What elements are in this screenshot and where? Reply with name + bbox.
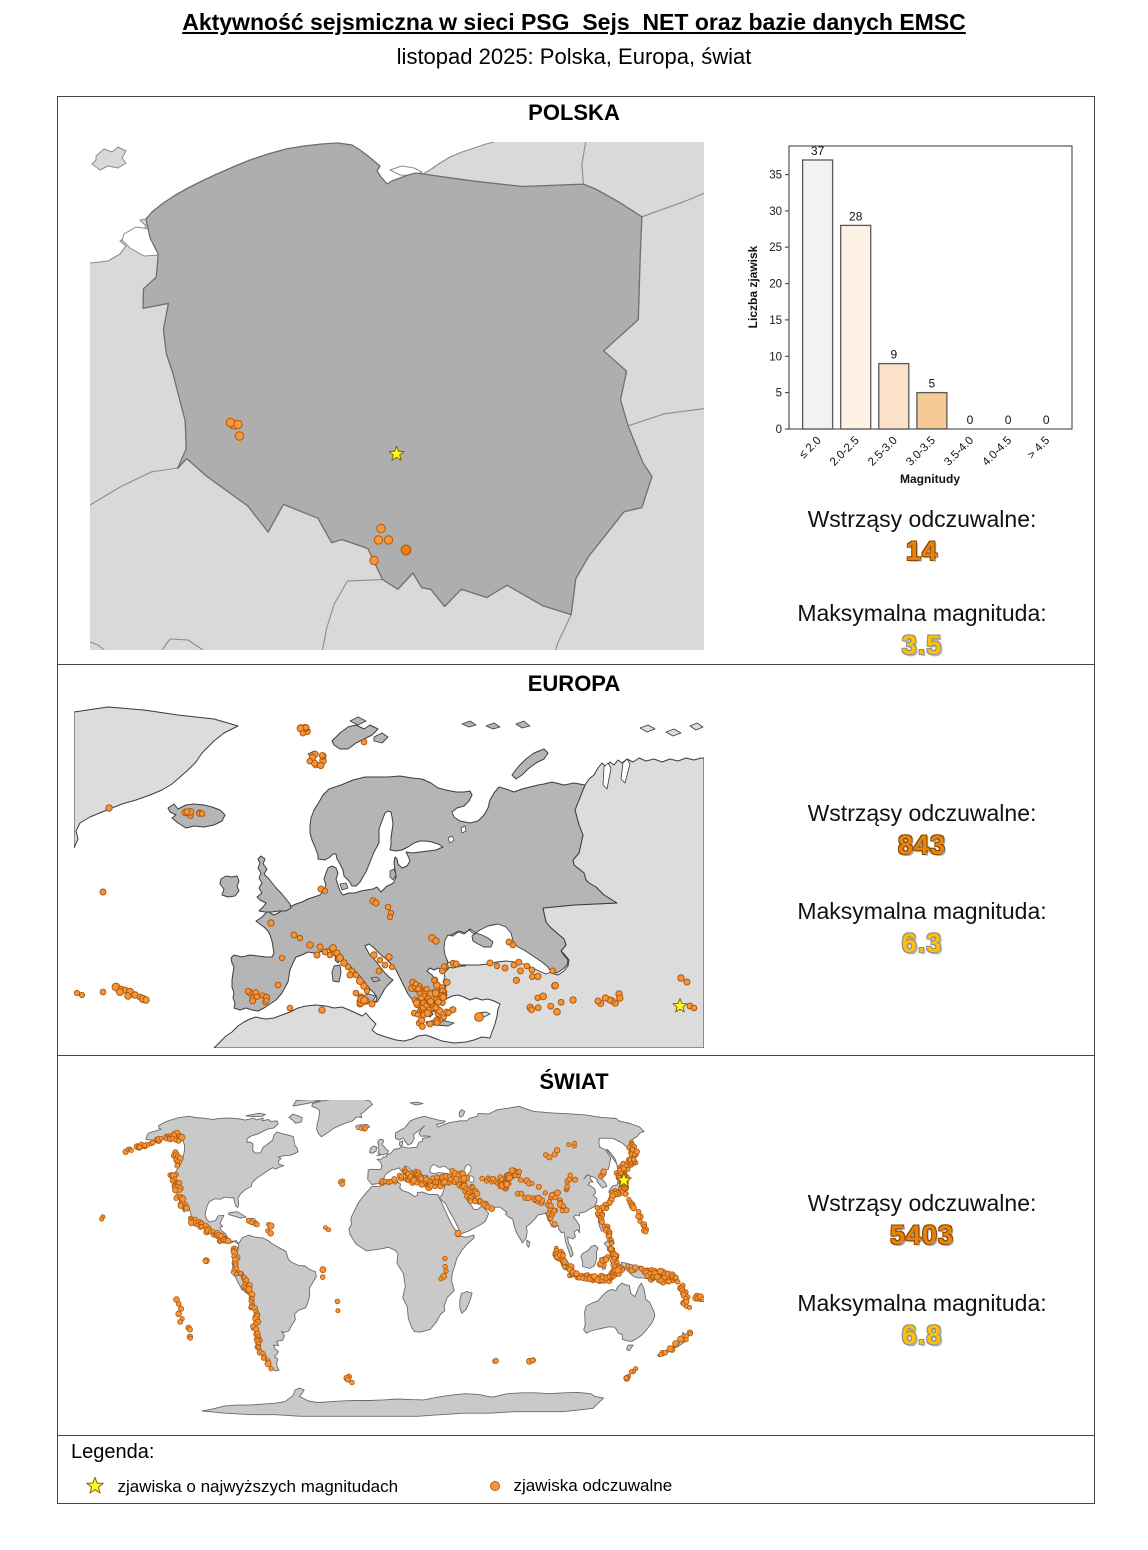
svg-text:> 4.5: > 4.5 — [1026, 435, 1053, 462]
svg-text:0: 0 — [967, 413, 974, 427]
svg-text:Magnitudy: Magnitudy — [900, 472, 960, 486]
svg-text:25: 25 — [769, 242, 782, 254]
svg-text:3.0-3.5: 3.0-3.5 — [904, 435, 938, 469]
svg-text:≤ 2.0: ≤ 2.0 — [797, 435, 824, 462]
svg-text:28: 28 — [849, 209, 863, 223]
svg-text:4.0-4.5: 4.0-4.5 — [980, 435, 1014, 469]
svg-text:0: 0 — [1005, 413, 1012, 427]
svg-text:2.5-3.0: 2.5-3.0 — [866, 435, 900, 469]
svg-text:20: 20 — [769, 279, 782, 291]
svg-text:0: 0 — [1043, 413, 1050, 427]
svg-text:15: 15 — [769, 315, 782, 327]
svg-text:35: 35 — [769, 170, 782, 182]
svg-text:9: 9 — [890, 348, 897, 362]
svg-text:0: 0 — [776, 424, 782, 436]
svg-text:5: 5 — [929, 377, 936, 391]
svg-text:10: 10 — [769, 351, 782, 363]
svg-text:2.0-2.5: 2.0-2.5 — [828, 435, 862, 469]
svg-text:30: 30 — [769, 206, 782, 218]
svg-text:37: 37 — [811, 144, 825, 158]
svg-text:5: 5 — [776, 388, 782, 400]
svg-text:3.5-4.0: 3.5-4.0 — [942, 435, 976, 469]
svg-text:Liczba zjawisk: Liczba zjawisk — [746, 245, 760, 328]
